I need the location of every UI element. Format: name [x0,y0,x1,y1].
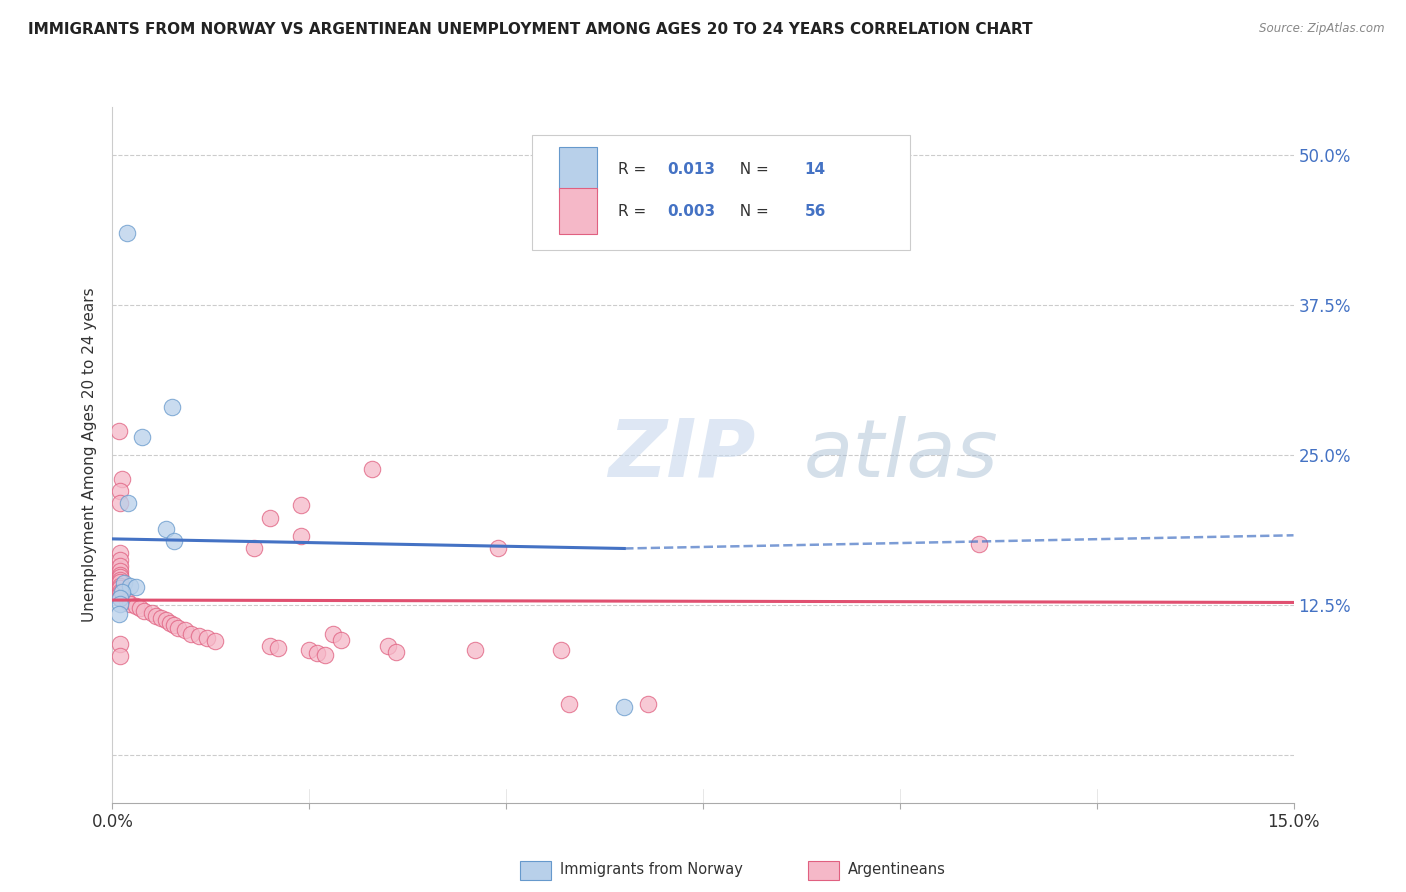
Text: atlas: atlas [803,416,998,494]
Point [110,496,132,510]
Text: N =: N = [730,161,773,177]
Text: 0.003: 0.003 [668,203,716,219]
Point [195,632,218,646]
Point [180,626,202,640]
Point [290,529,312,543]
Text: Immigrants from Norway: Immigrants from Norway [560,863,742,877]
Point [131,430,153,444]
Point [107,424,129,438]
Text: N =: N = [730,203,773,219]
Text: Argentineans: Argentineans [848,863,946,877]
Point [174,623,197,637]
Point [307,646,329,660]
Point [613,699,636,714]
Point [110,483,132,498]
Point [110,637,132,651]
Point [112,576,135,591]
Point [110,567,132,582]
Point [314,648,336,663]
Text: 0.013: 0.013 [668,161,716,177]
FancyBboxPatch shape [560,188,596,234]
Text: IMMIGRANTS FROM NORWAY VS ARGENTINEAN UNEMPLOYMENT AMONG AGES 20 TO 24 YEARS COR: IMMIGRANTS FROM NORWAY VS ARGENTINEAN UN… [28,22,1033,37]
Point [163,618,186,632]
FancyBboxPatch shape [531,135,910,250]
Point [110,591,132,605]
Point [259,639,281,653]
Point [110,584,132,599]
Point [329,632,352,647]
Point [385,645,408,659]
Point [110,546,132,560]
Point [129,601,152,615]
Text: R =: R = [619,203,651,219]
Point [110,573,132,587]
Point [464,643,486,657]
Point [163,534,186,549]
Y-axis label: Unemployment Among Ages 20 to 24 years: Unemployment Among Ages 20 to 24 years [82,287,97,623]
Point [111,472,134,486]
Point [290,498,312,512]
Point [118,597,141,611]
Point [115,594,138,608]
Point [155,614,177,628]
Point [150,611,173,625]
Point [110,579,132,593]
Point [110,649,132,664]
Text: R =: R = [619,161,651,177]
Point [118,579,141,593]
Point [110,570,132,584]
Point [110,587,132,601]
Point [110,553,132,567]
Point [110,581,132,595]
Point [204,633,226,648]
Point [107,607,129,622]
Point [967,537,990,551]
Point [125,599,148,613]
Point [637,698,659,712]
Point [159,615,181,630]
Point [155,522,177,536]
Point [259,511,281,525]
Text: Source: ZipAtlas.com: Source: ZipAtlas.com [1260,22,1385,36]
Text: 14: 14 [804,161,825,177]
Point [117,496,139,510]
Point [160,400,183,414]
Point [377,639,399,653]
Point [145,608,167,623]
Point [110,564,132,578]
FancyBboxPatch shape [560,146,596,192]
Point [486,541,509,556]
Point [322,626,344,640]
Text: ZIP: ZIP [609,416,756,494]
Point [188,629,211,643]
Point [110,575,132,590]
Point [110,591,132,605]
Point [243,541,266,556]
Point [558,698,581,712]
Point [111,584,134,599]
Point [166,621,188,635]
Point [110,597,132,611]
Point [115,226,138,240]
Point [298,643,321,657]
Point [267,641,290,656]
Point [361,462,384,476]
Point [550,643,572,657]
Point [125,580,148,594]
Point [141,607,163,621]
Point [110,559,132,574]
Point [132,604,155,618]
Text: 56: 56 [804,203,825,219]
